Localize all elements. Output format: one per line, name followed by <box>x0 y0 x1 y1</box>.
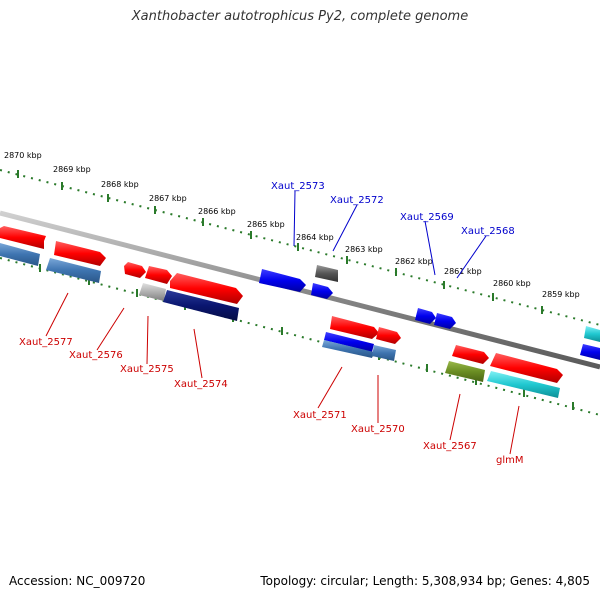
gene-feature <box>580 344 600 360</box>
upper-major-ticks <box>17 170 543 314</box>
kbp-label: 2866 kbp <box>198 207 236 216</box>
gene-feature <box>0 243 40 266</box>
gene-feature <box>54 241 106 266</box>
page-title: Xanthobacter autotrophicus Py2, complete… <box>131 9 469 24</box>
gene-feature <box>452 345 489 364</box>
gene-label: Xaut_2577 <box>19 337 73 348</box>
kbp-label: 2864 kbp <box>296 233 334 242</box>
gene-feature <box>311 283 333 299</box>
kbp-label: 2867 kbp <box>149 194 187 203</box>
gene-feature <box>445 361 485 382</box>
kbp-label: 2868 kbp <box>101 180 139 189</box>
gene-feature <box>139 283 166 301</box>
gene-feature <box>376 327 401 344</box>
gene-feature <box>322 340 374 358</box>
gene-feature <box>170 273 243 304</box>
gene-label: Xaut_2568 <box>461 226 515 237</box>
gene-label: glmM <box>496 455 524 466</box>
kbp-labels: 2870 kbp 2869 kbp 2868 kbp 2867 kbp 2866… <box>4 151 580 299</box>
top-leader-lines <box>293 190 487 279</box>
reverse-genes <box>0 243 560 398</box>
bottom-leader-lines <box>45 292 520 455</box>
gene-feature <box>490 353 563 383</box>
gene-feature <box>145 266 172 284</box>
kbp-label: 2860 kbp <box>493 279 531 288</box>
gene-feature <box>163 290 239 321</box>
gene-label: Xaut_2567 <box>423 441 477 452</box>
kbp-label: 2859 kbp <box>542 290 580 299</box>
gene-feature <box>259 269 306 292</box>
gene-feature <box>124 262 146 278</box>
gene-label: Xaut_2569 <box>400 212 454 223</box>
kbp-label: 2865 kbp <box>247 220 285 229</box>
gene-feature <box>415 308 436 324</box>
kbp-label: 2869 kbp <box>53 165 91 174</box>
gene-feature <box>330 316 379 339</box>
gene-feature <box>372 345 396 361</box>
gene-feature <box>584 326 600 342</box>
upper-tick-line <box>0 169 600 326</box>
gene-label: Xaut_2570 <box>351 424 405 435</box>
gene-label: Xaut_2571 <box>293 410 347 421</box>
top-gene-labels: Xaut_2573 Xaut_2572 Xaut_2569 Xaut_2568 <box>271 181 515 237</box>
gene-label: Xaut_2576 <box>69 350 123 361</box>
forward-genes <box>0 226 600 383</box>
gene-feature <box>324 332 374 352</box>
gene-label: Xaut_2572 <box>330 195 384 206</box>
gene-feature <box>46 258 101 283</box>
gene-feature <box>434 313 456 329</box>
gene-feature <box>0 226 46 249</box>
kbp-label: 2861 kbp <box>444 267 482 276</box>
bottom-gene-labels: Xaut_2577 Xaut_2576 Xaut_2575 Xaut_2574 … <box>19 337 524 466</box>
topology-text: Topology: circular; Length: 5,308,934 bp… <box>260 574 590 588</box>
gene-label: Xaut_2573 <box>271 181 325 192</box>
gene-label: Xaut_2575 <box>120 364 174 375</box>
accession-text: Accession: NC_009720 <box>9 574 146 588</box>
kbp-label: 2863 kbp <box>345 245 383 254</box>
gene-feature <box>315 265 338 282</box>
gene-feature <box>487 371 560 398</box>
kbp-label: 2870 kbp <box>4 151 42 160</box>
kbp-label: 2862 kbp <box>395 257 433 266</box>
gene-label: Xaut_2574 <box>174 379 228 390</box>
